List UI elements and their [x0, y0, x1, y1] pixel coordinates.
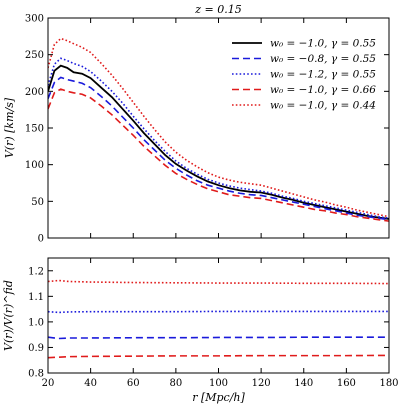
y-tick-label: 150 — [25, 124, 44, 135]
legend-entry-3: w₀ = −1.0, γ = 0.66 — [270, 84, 376, 96]
y-tick-label: 0.8 — [28, 369, 44, 380]
x-tick-label: 120 — [252, 378, 271, 389]
x-axis-label: r [Mpc/h] — [192, 391, 245, 404]
y-tick-label: 200 — [25, 87, 44, 98]
chart-title: z = 0.15 — [194, 3, 242, 16]
top-axis-ticks: 0 50 100 150 200 250 300 — [25, 14, 390, 245]
y-tick-label: 0 — [38, 234, 44, 245]
bottom-axis-ticks: 20 40 60 80 100 120 140 160 180 0.8 0.9 1.0 1.1 1.2 — [28, 258, 399, 389]
top-series-group — [48, 37, 389, 222]
x-tick-label: 100 — [209, 378, 228, 389]
top-series-line-4 — [48, 37, 389, 218]
y-tick-label: 250 — [25, 50, 44, 61]
top-series-line-1 — [48, 76, 389, 221]
y-tick-label: 1.1 — [28, 292, 44, 303]
bottom-series-line-0 — [48, 336, 389, 340]
legend-entry-1: w₀ = −0.8, γ = 0.55 — [270, 53, 376, 65]
x-tick-label: 160 — [337, 378, 356, 389]
x-tick-label: 80 — [170, 378, 183, 389]
bottom-series-line-1 — [48, 310, 389, 314]
y-tick-label: 50 — [31, 197, 44, 208]
legend: w₀ = −1.0, γ = 0.55 w₀ = −0.8, γ = 0.55 w₀… — [232, 38, 376, 112]
bottom-series-line-2 — [48, 354, 389, 359]
y-tick-label: 1.0 — [28, 317, 44, 328]
x-tick-label: 180 — [379, 378, 398, 389]
legend-entry-4: w₀ = −1.0, γ = 0.44 — [270, 100, 376, 112]
y-tick-label: 1.2 — [28, 266, 44, 277]
top-series-line-0 — [48, 64, 389, 220]
top-y-axis-label: V(r) [km/s] — [3, 97, 16, 158]
bottom-series-line-3 — [48, 279, 389, 285]
y-tick-label: 100 — [25, 160, 44, 171]
legend-entry-2: w₀ = −1.2, γ = 0.55 — [270, 69, 376, 81]
top-series-line-2 — [48, 57, 389, 219]
bottom-series-group — [48, 279, 389, 359]
bottom-panel: 20 40 60 80 100 120 140 160 180 0.8 0.9 1.0 1.1 1.2 V… — [2, 257, 399, 404]
x-tick-label: 20 — [42, 378, 55, 389]
x-tick-label: 60 — [127, 378, 140, 389]
legend-entry-0: w₀ = −1.0, γ = 0.55 — [270, 38, 376, 50]
x-tick-label: 40 — [84, 378, 97, 389]
y-tick-label: 300 — [25, 14, 44, 25]
bottom-y-axis-label: V(r)/V(r)^fid — [2, 280, 15, 351]
y-tick-label: 0.9 — [28, 343, 44, 354]
x-tick-label: 140 — [294, 378, 313, 389]
